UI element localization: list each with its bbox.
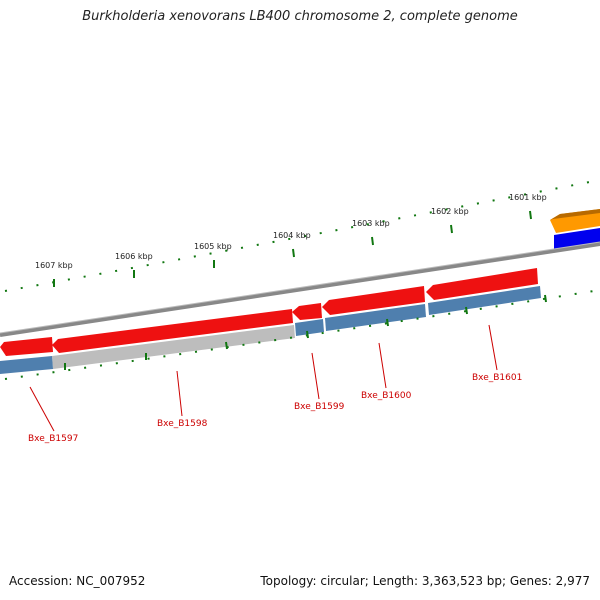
leader-line bbox=[176, 370, 183, 417]
gene-bxe-b1597-arrow[interactable] bbox=[0, 337, 53, 356]
leader-line bbox=[29, 386, 55, 432]
ruler-label: 1605 kbp bbox=[194, 242, 232, 251]
red-gene-track bbox=[0, 268, 538, 356]
ruler-label: 1604 kbp bbox=[273, 231, 311, 240]
orange-feature bbox=[550, 209, 600, 233]
ruler-tick bbox=[465, 306, 468, 315]
ruler-tick bbox=[386, 318, 389, 327]
ruler-tick bbox=[371, 236, 374, 246]
ruler-label: 1603 kbp bbox=[352, 219, 390, 228]
leader-line bbox=[311, 352, 320, 400]
gene-bxe-b1600-arrow[interactable] bbox=[322, 286, 425, 315]
ruler-labels: 1601 kbp 1602 kbp 1603 kbp 1604 kbp 1605… bbox=[35, 193, 547, 270]
ruler-tick bbox=[225, 341, 228, 350]
ruler-label: 1606 kbp bbox=[115, 252, 153, 261]
ruler-tick bbox=[450, 224, 453, 234]
cds-bxe-b1601[interactable] bbox=[428, 286, 541, 315]
genome-summary-text: Topology: circular; Length: 3,363,523 bp… bbox=[260, 574, 590, 588]
backbone bbox=[0, 242, 600, 337]
gene-bxe-b1599-arrow[interactable] bbox=[292, 303, 322, 320]
ruler-tick bbox=[544, 294, 547, 303]
map-title: Burkholderia xenovorans LB400 chromosome… bbox=[82, 9, 518, 24]
gene-label-bxe-b1601[interactable]: Bxe_B1601 bbox=[472, 373, 522, 383]
gene-bxe-b1601-arrow[interactable] bbox=[426, 268, 538, 300]
cds-track bbox=[0, 286, 541, 374]
gene-label-bxe-b1599[interactable]: Bxe_B1599 bbox=[294, 402, 345, 412]
outer-ruler-major-ticks bbox=[53, 210, 532, 287]
cds-bxe-b1597[interactable] bbox=[0, 356, 53, 374]
ruler-tick bbox=[529, 210, 532, 220]
inner-ruler-major-ticks bbox=[64, 294, 547, 370]
ruler-tick bbox=[292, 248, 295, 258]
cds-bxe-b1599[interactable] bbox=[295, 319, 324, 336]
ruler-tick bbox=[306, 330, 309, 339]
gene-label-bxe-b1597[interactable]: Bxe_B1597 bbox=[28, 434, 78, 444]
accession-text: Accession: NC_007952 bbox=[9, 574, 146, 588]
gene-label-bxe-b1600[interactable]: Bxe_B1600 bbox=[361, 391, 412, 401]
cds-bxe-b1598[interactable] bbox=[52, 325, 295, 369]
leader-line bbox=[488, 324, 498, 371]
cds-bxe-b1600[interactable] bbox=[325, 304, 426, 331]
gene-leader-lines bbox=[29, 324, 498, 432]
ruler-label: 1602 kbp bbox=[431, 207, 469, 216]
leader-line bbox=[378, 342, 387, 389]
backbone-highlight bbox=[0, 241, 600, 334]
ruler-label: 1601 kbp bbox=[509, 193, 547, 202]
gene-bxe-b1598-arrow[interactable] bbox=[52, 309, 293, 353]
gene-label-bxe-b1598[interactable]: Bxe_B1598 bbox=[157, 419, 208, 429]
gene-labels: Bxe_B1597 Bxe_B1598 Bxe_B1599 Bxe_B1600 … bbox=[28, 373, 522, 444]
ruler-label: 1607 kbp bbox=[35, 261, 73, 270]
